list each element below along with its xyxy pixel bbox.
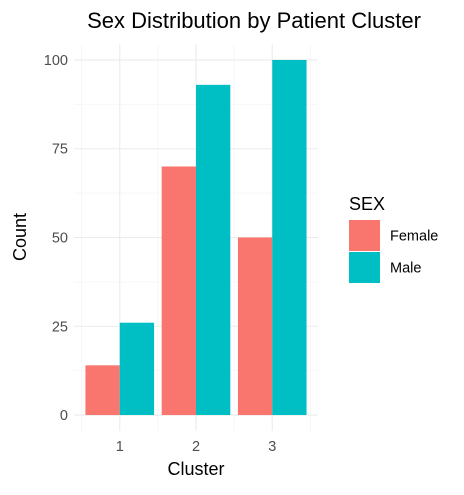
x-tick-label: 2 (192, 439, 200, 455)
chart-title: Sex Distribution by Patient Cluster (87, 8, 421, 33)
bars (85, 59, 307, 416)
x-axis-title: Cluster (167, 459, 224, 479)
bar-female-cluster-3 (237, 237, 273, 416)
x-tick-labels: 1 2 3 (116, 439, 277, 455)
x-tick-label: 3 (268, 439, 276, 455)
legend-title: SEX (349, 194, 385, 214)
bar-male-cluster-2 (196, 84, 231, 416)
legend-key-female (349, 220, 380, 251)
y-tick-label: 25 (52, 319, 68, 335)
legend-label-female: Female (390, 229, 438, 245)
legend: SEX Female Male (349, 194, 438, 283)
bar-female-cluster-2 (161, 166, 196, 416)
y-tick-label: 75 (52, 142, 68, 158)
legend-items: Female Male (349, 220, 438, 283)
y-tick-labels: 0 25 50 75 100 (44, 53, 68, 424)
y-tick-label: 0 (60, 408, 68, 424)
y-tick-label: 100 (44, 53, 68, 69)
bar-male-cluster-3 (272, 59, 307, 416)
y-axis-title: Count (10, 213, 30, 261)
x-tick-label: 1 (116, 439, 124, 455)
bar-female-cluster-1 (85, 365, 120, 416)
bar-male-cluster-1 (119, 322, 155, 416)
legend-label-male: Male (390, 261, 421, 277)
legend-key-male (349, 252, 380, 283)
y-tick-label: 50 (52, 231, 68, 247)
